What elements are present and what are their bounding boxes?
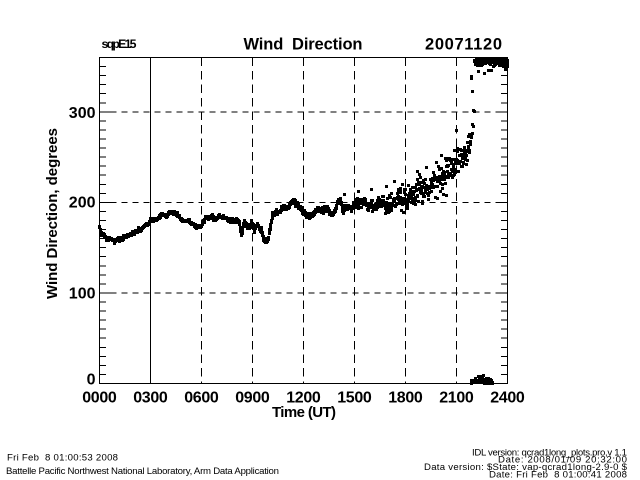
svg-text:1800: 1800 xyxy=(388,390,423,407)
svg-text:Battelle Pacific Northwest Nat: Battelle Pacific Northwest National Labo… xyxy=(6,466,279,477)
svg-text:20071120: 20071120 xyxy=(425,36,502,54)
svg-text:0000: 0000 xyxy=(82,390,117,407)
svg-text:2400: 2400 xyxy=(490,390,525,407)
svg-text:0300: 0300 xyxy=(133,390,168,407)
svg-text:IDL version: qcrad1long_plots.: IDL version: qcrad1long_plots.pro,v 1.1 xyxy=(472,447,627,458)
svg-text:Data version: $State: vap-qcra: Data version: $State: vap-qcrad1long-2.9… xyxy=(424,462,628,473)
svg-text:0600: 0600 xyxy=(184,390,219,407)
svg-text:300: 300 xyxy=(69,105,96,122)
svg-text:Fri Feb 8 01:00:53 2008: Fri Feb 8 01:00:53 2008 xyxy=(7,453,118,464)
svg-text:200: 200 xyxy=(69,195,96,212)
svg-text:Wind Direction: Wind Direction xyxy=(244,36,363,54)
svg-text:sqpE15: sqpE15 xyxy=(102,37,137,51)
svg-text:Time (UT): Time (UT) xyxy=(272,404,336,421)
svg-text:1500: 1500 xyxy=(337,390,372,407)
svg-text:2100: 2100 xyxy=(439,390,474,407)
svg-text:Wind Direction, degrees: Wind Direction, degrees xyxy=(44,128,61,299)
svg-text:Date: 2008/01/09 20:32:00: Date: 2008/01/09 20:32:00 xyxy=(498,455,627,466)
svg-text:0900: 0900 xyxy=(235,390,270,407)
svg-text:100: 100 xyxy=(69,286,96,303)
svg-text:0: 0 xyxy=(87,372,96,389)
svg-text:Date: Fri Feb 8 01:00:41 2008: Date: Fri Feb 8 01:00:41 2008 xyxy=(489,469,627,480)
svg-text:1200: 1200 xyxy=(286,390,321,407)
